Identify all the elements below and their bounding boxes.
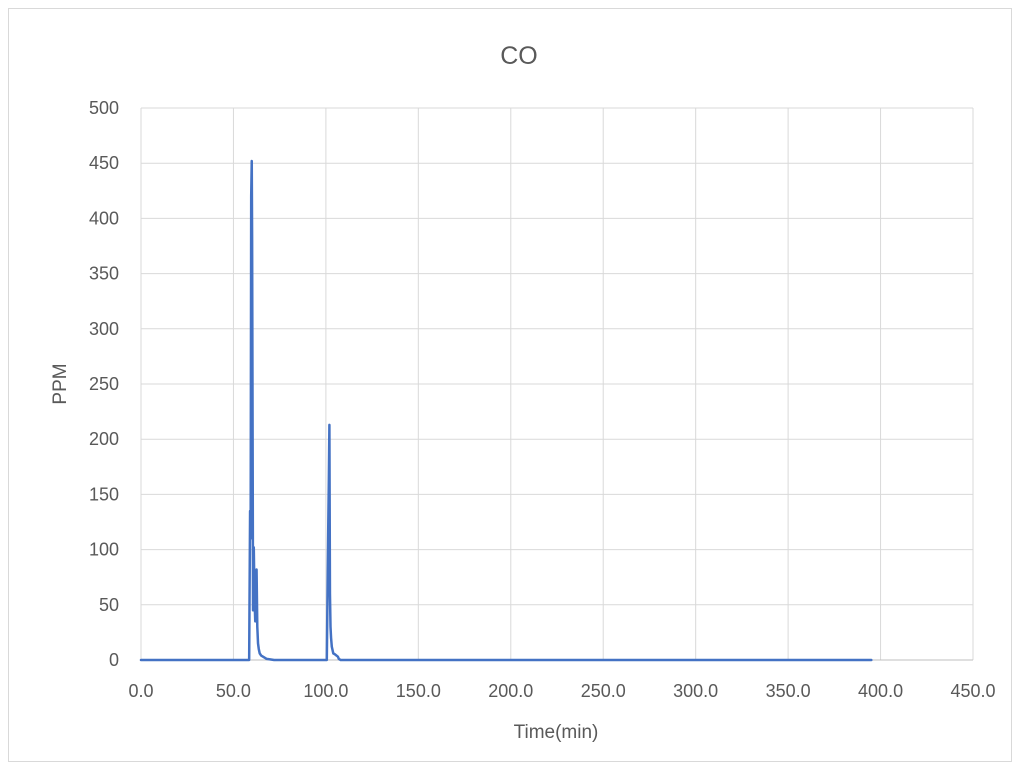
y-tick-label: 0: [109, 650, 119, 670]
x-tick-label: 150.0: [396, 681, 441, 701]
x-tick-label: 350.0: [766, 681, 811, 701]
x-tick-labels: 0.0 50.0 100.0 150.0 200.0 250.0 300.0 350.0 400…: [128, 681, 995, 701]
y-tick-label: 300: [89, 319, 119, 339]
y-tick-label: 100: [89, 540, 119, 560]
y-tick-labels: 0 50 100 150 200 250 300 350 400 450 500: [89, 98, 119, 670]
y-tick-label: 200: [89, 429, 119, 449]
y-tick-label: 400: [89, 208, 119, 228]
x-tick-label: 50.0: [216, 681, 251, 701]
y-tick-label: 150: [89, 484, 119, 504]
x-tick-label: 450.0: [950, 681, 995, 701]
x-tick-label: 0.0: [128, 681, 153, 701]
x-tick-label: 300.0: [673, 681, 718, 701]
y-tick-label: 500: [89, 98, 119, 118]
series-group: [139, 159, 873, 662]
x-tick-label: 400.0: [858, 681, 903, 701]
x-tick-label: 250.0: [581, 681, 626, 701]
y-tick-label: 450: [89, 153, 119, 173]
y-tick-label: 50: [99, 595, 119, 615]
x-tick-label: 200.0: [488, 681, 533, 701]
chart-area: [8, 8, 1012, 762]
y-tick-label: 350: [89, 264, 119, 284]
co-series-line: [139, 159, 873, 662]
gridlines: [140, 107, 974, 660]
y-axis-title: PPM: [50, 363, 71, 404]
chart-title: CO: [500, 42, 538, 70]
y-tick-label: 250: [89, 374, 119, 394]
x-axis-title: Time(min): [514, 722, 599, 743]
x-tick-label: 100.0: [303, 681, 348, 701]
